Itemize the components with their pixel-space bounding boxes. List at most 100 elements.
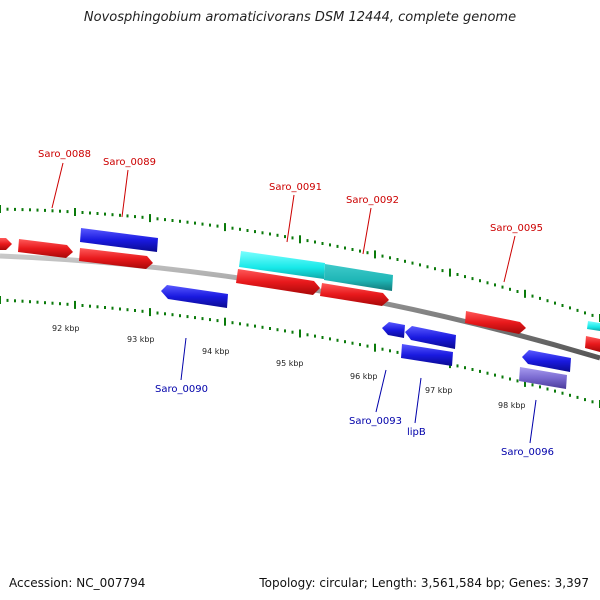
gene-arrow-lipb-2[interactable] (401, 344, 453, 366)
minor-tick (554, 301, 556, 305)
minor-tick (494, 373, 496, 377)
scale-label: 96 kbp (350, 372, 378, 381)
minor-tick (29, 208, 31, 212)
minor-tick (51, 301, 54, 305)
minor-tick (194, 316, 196, 320)
minor-tick (59, 302, 61, 306)
minor-tick (509, 377, 511, 381)
major-tick (299, 235, 301, 244)
minor-tick (216, 319, 219, 323)
gene-arrow-saro-0092[interactable] (320, 283, 389, 306)
minor-tick (471, 368, 474, 371)
gene-arrow-saro-0090[interactable] (161, 285, 228, 308)
minor-tick (464, 366, 466, 370)
minor-tick (261, 231, 264, 235)
forward-strand (0, 238, 600, 352)
minor-tick (426, 265, 429, 269)
major-tick (299, 329, 301, 338)
minor-tick (119, 307, 121, 311)
gene-arrow[interactable] (0, 238, 12, 250)
gene-label-saro-0096: Saro_0096 (501, 447, 554, 458)
minor-tick (554, 389, 556, 393)
minor-tick (576, 395, 579, 399)
gene-arrow-saro-0095[interactable] (465, 311, 526, 334)
leader-line-saro-0088 (51, 162, 64, 209)
minor-tick (404, 259, 406, 263)
minor-tick (239, 322, 241, 326)
minor-tick (134, 215, 136, 219)
minor-tick (546, 387, 549, 391)
gene-arrow-saro-0089[interactable] (79, 248, 153, 269)
gene-arrow-saro-0096[interactable] (522, 350, 571, 372)
minor-tick (291, 330, 294, 334)
minor-tick (381, 254, 384, 258)
gene-arrow-saro-0088[interactable] (18, 239, 73, 258)
minor-tick (306, 239, 309, 243)
gene-arrow-lipb[interactable] (405, 326, 456, 349)
gene-arrow-saro-0093[interactable] (382, 322, 405, 338)
minor-tick (516, 290, 519, 293)
minor-tick (201, 222, 204, 226)
minor-tick (141, 215, 144, 219)
minor-tick (351, 341, 354, 345)
scale-label: 95 kbp (276, 359, 304, 368)
rna-gene-saro-0091[interactable] (239, 251, 325, 279)
minor-tick (576, 308, 579, 312)
major-tick (74, 208, 76, 216)
leader-line-lipb (414, 377, 422, 424)
major-tick (374, 343, 376, 352)
scale-label: 97 kbp (425, 386, 453, 395)
minor-tick (546, 299, 549, 303)
minor-tick (591, 400, 594, 404)
minor-tick (569, 306, 571, 310)
major-tick (224, 317, 226, 326)
gene-label-saro-0089: Saro_0089 (103, 157, 156, 168)
minor-tick (539, 385, 541, 389)
minor-tick (366, 251, 369, 255)
minor-tick (254, 230, 256, 234)
minor-tick (179, 219, 181, 223)
minor-tick (561, 304, 564, 307)
pseudo-gene-saro-0096[interactable] (519, 367, 567, 389)
leader-line-saro-0091 (286, 194, 295, 243)
minor-tick (119, 213, 121, 217)
rna-gene[interactable] (587, 321, 600, 331)
minor-tick (351, 248, 354, 251)
major-tick (0, 296, 1, 304)
minor-tick (479, 279, 481, 283)
leader-line-saro-0096 (529, 399, 537, 444)
minor-tick (456, 364, 459, 368)
minor-tick (156, 217, 159, 221)
minor-tick (21, 208, 24, 212)
minor-tick (501, 285, 504, 289)
minor-tick (486, 371, 489, 375)
minor-tick (479, 369, 481, 373)
minor-tick (561, 391, 564, 395)
gene-arrow-saro-0089-rev[interactable] (80, 228, 158, 252)
rna-gene-saro-0092[interactable] (324, 264, 393, 291)
minor-tick (201, 317, 204, 321)
minor-tick (231, 321, 234, 325)
gene-arrow[interactable] (585, 336, 600, 352)
minor-tick (291, 236, 294, 240)
leader-line-saro-0095 (503, 235, 516, 283)
gene-label-saro-0090: Saro_0090 (155, 384, 208, 395)
minor-tick (344, 340, 346, 344)
minor-tick (501, 375, 504, 379)
minor-tick (584, 398, 586, 402)
minor-tick (411, 261, 414, 265)
minor-tick (126, 308, 129, 312)
genome-summary-text: Topology: circular; Length: 3,561,584 bp… (259, 576, 589, 590)
minor-tick (186, 315, 189, 319)
gene-label-saro-0091: Saro_0091 (269, 182, 322, 193)
leader-line-saro-0093 (375, 369, 387, 413)
minor-tick (96, 212, 99, 215)
scale-label: 94 kbp (202, 347, 230, 356)
minor-tick (396, 258, 399, 261)
minor-tick (89, 211, 91, 215)
minor-tick (179, 314, 181, 318)
minor-tick (381, 347, 384, 351)
scale-label: 98 kbp (498, 401, 526, 410)
gene-arrow-saro-0091[interactable] (236, 269, 320, 295)
